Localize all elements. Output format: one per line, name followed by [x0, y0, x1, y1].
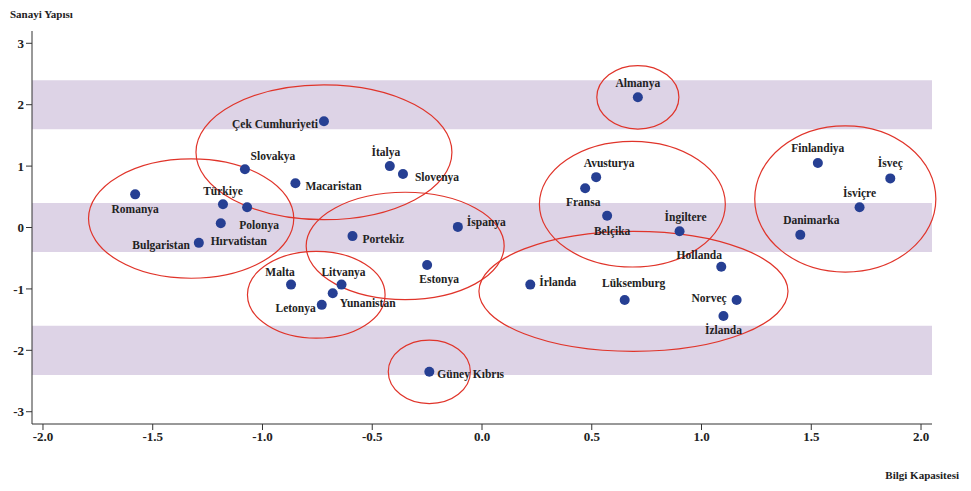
svg-text:-2: -2	[13, 343, 24, 358]
svg-text:Estonya: Estonya	[419, 273, 459, 286]
svg-text:-2.0: -2.0	[33, 429, 54, 444]
svg-text:Hollanda: Hollanda	[677, 249, 723, 261]
svg-text:Yunanistan: Yunanistan	[340, 297, 396, 309]
html-text:Sanayi Yapısı: Sanayi Yapısı	[10, 8, 73, 20]
svg-text:-1: -1	[13, 282, 24, 297]
svg-text:Litvanya: Litvanya	[321, 266, 365, 279]
svg-text:İzlanda: İzlanda	[705, 323, 742, 336]
svg-text:Slovakya: Slovakya	[251, 150, 296, 163]
svg-text:Türkiye: Türkiye	[203, 185, 243, 198]
svg-text:İrlanda: İrlanda	[539, 275, 576, 288]
svg-text:Letonya: Letonya	[276, 302, 317, 315]
svg-text:2.0: 2.0	[913, 429, 929, 444]
svg-text:-0.5: -0.5	[362, 429, 383, 444]
svg-text:İsveç: İsveç	[878, 156, 903, 170]
svg-text:Güney Kıbrıs: Güney Kıbrıs	[437, 368, 504, 381]
svg-text:İsviçre: İsviçre	[843, 186, 876, 200]
svg-text:Malta: Malta	[265, 266, 295, 278]
html-text:Bilgi Kapasitesi: Bilgi Kapasitesi	[885, 469, 959, 481]
svg-text:-1.5: -1.5	[142, 429, 163, 444]
svg-text:Danimarka: Danimarka	[783, 214, 839, 226]
svg-text:Finlandiya: Finlandiya	[791, 142, 844, 155]
svg-text:Portekiz: Portekiz	[362, 233, 404, 245]
svg-text:1.5: 1.5	[803, 429, 820, 444]
svg-text:Bulgaristan: Bulgaristan	[132, 239, 190, 252]
svg-text:0.0: 0.0	[474, 429, 490, 444]
svg-text:0.5: 0.5	[584, 429, 601, 444]
svg-text:Avusturya: Avusturya	[584, 157, 635, 170]
svg-text:Çek Cumhuriyeti: Çek Cumhuriyeti	[232, 118, 319, 131]
svg-text:Polonya: Polonya	[239, 219, 279, 232]
svg-text:Norveç: Norveç	[692, 292, 727, 305]
svg-text:3: 3	[18, 36, 25, 51]
svg-text:İtalya: İtalya	[371, 145, 400, 159]
svg-text:Slovenya: Slovenya	[415, 171, 459, 184]
svg-text:Almanya: Almanya	[615, 77, 660, 90]
svg-text:Hırvatistan: Hırvatistan	[211, 235, 268, 247]
svg-text:Belçika: Belçika	[594, 225, 631, 238]
svg-text:Macaristan: Macaristan	[305, 180, 362, 192]
svg-text:Lüksemburg: Lüksemburg	[602, 277, 666, 290]
svg-text:Fransa: Fransa	[566, 196, 601, 208]
svg-text:İngiltere: İngiltere	[665, 210, 707, 224]
svg-text:2: 2	[18, 97, 25, 112]
svg-text:0: 0	[18, 220, 25, 235]
svg-text:İspanya: İspanya	[467, 215, 506, 229]
svg-text:Romanya: Romanya	[112, 203, 160, 216]
svg-text:1: 1	[18, 159, 25, 174]
svg-text:-3: -3	[13, 404, 24, 419]
svg-text:1.0: 1.0	[693, 429, 709, 444]
svg-text:-1.0: -1.0	[252, 429, 273, 444]
